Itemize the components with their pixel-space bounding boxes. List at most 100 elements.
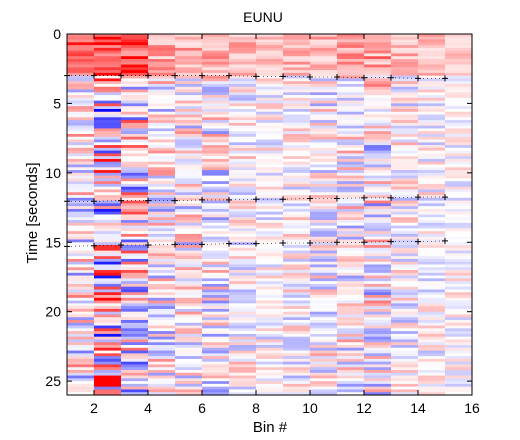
heatmap-cell xyxy=(445,358,473,363)
heatmap-cell xyxy=(175,64,203,68)
y-axis-label: Time [seconds] xyxy=(24,162,41,263)
heatmap-cell xyxy=(67,175,95,179)
heatmap-cell xyxy=(148,153,176,157)
heatmap-cell xyxy=(175,214,203,218)
heatmap-cell xyxy=(202,81,230,85)
heatmap-cell xyxy=(202,353,230,357)
heatmap-cell xyxy=(364,220,392,224)
heatmap-cell xyxy=(337,295,365,299)
heatmap-cell xyxy=(283,95,311,99)
heatmap-cell xyxy=(175,181,203,185)
heatmap-cell xyxy=(364,147,392,152)
heatmap-cell xyxy=(310,156,338,160)
heatmap-cell xyxy=(67,311,95,316)
heatmap-cell xyxy=(445,261,473,266)
heatmap-cell xyxy=(94,214,122,218)
heatmap-cell xyxy=(310,358,338,363)
heatmap-cell xyxy=(337,158,365,163)
heatmap-cell xyxy=(202,131,230,135)
heatmap-cell xyxy=(175,233,203,238)
heatmap-cell xyxy=(202,150,230,155)
heatmap-cell xyxy=(418,245,446,249)
heatmap-cell xyxy=(148,72,176,77)
heatmap-cell xyxy=(283,211,311,216)
heatmap-cell xyxy=(391,358,419,363)
heatmap-cell xyxy=(364,336,392,341)
heatmap-cell xyxy=(418,192,446,196)
heatmap-cell xyxy=(418,242,446,246)
heatmap-cell xyxy=(418,317,446,321)
heatmap-cell xyxy=(148,306,176,310)
heatmap-cell xyxy=(121,278,149,282)
heatmap-cell xyxy=(229,197,257,202)
heatmap-cell xyxy=(67,233,95,238)
heatmap-cell xyxy=(202,208,230,213)
heatmap-cell xyxy=(256,292,284,296)
heatmap-cell xyxy=(148,178,176,182)
heatmap-cell xyxy=(175,322,203,327)
heatmap-cell xyxy=(283,270,311,274)
heatmap-cell xyxy=(364,292,392,296)
heatmap-cell xyxy=(67,158,95,163)
heatmap-cell xyxy=(229,278,257,282)
heatmap-cell xyxy=(337,161,365,166)
heatmap-cell xyxy=(121,317,149,321)
heatmap-cell xyxy=(121,136,149,141)
heatmap-cell xyxy=(310,311,338,316)
heatmap-cell xyxy=(337,275,365,279)
heatmap-cell xyxy=(310,242,338,246)
heatmap-cell xyxy=(148,181,176,185)
heatmap-cell xyxy=(202,303,230,307)
marker-point xyxy=(307,74,313,81)
heatmap-cell xyxy=(418,156,446,160)
heatmap-cell xyxy=(202,336,230,341)
heatmap-cell xyxy=(445,108,473,113)
heatmap-cell xyxy=(283,289,311,293)
heatmap-cell xyxy=(67,72,95,77)
heatmap-cell xyxy=(148,342,176,346)
heatmap-cell xyxy=(283,150,311,155)
heatmap-cell xyxy=(364,236,392,241)
heatmap-cell xyxy=(391,256,419,260)
heatmap-cell xyxy=(337,378,365,382)
heatmap-cell xyxy=(148,333,176,338)
heatmap-cell xyxy=(175,314,203,318)
heatmap-cell xyxy=(229,50,257,55)
heatmap-cell xyxy=(310,195,338,199)
heatmap-cell xyxy=(337,258,365,263)
heatmap-cell xyxy=(148,267,176,271)
heatmap-cell xyxy=(283,242,311,246)
heatmap-cell xyxy=(418,161,446,166)
heatmap-cell xyxy=(94,333,122,338)
heatmap-cell xyxy=(121,258,149,263)
heatmap-cell xyxy=(364,100,392,105)
heatmap-cell xyxy=(256,225,284,229)
heatmap-cell xyxy=(121,92,149,96)
heatmap-cell xyxy=(445,120,473,124)
heatmap-cell xyxy=(121,70,149,74)
heatmap-cell xyxy=(229,295,257,299)
heatmap-cell xyxy=(229,131,257,135)
heatmap-cell xyxy=(310,95,338,99)
heatmap-cell xyxy=(175,42,203,46)
heatmap-cell xyxy=(148,253,176,257)
heatmap-cell xyxy=(202,217,230,221)
heatmap-cell xyxy=(445,339,473,343)
heatmap-cell xyxy=(202,125,230,130)
heatmap-cell xyxy=(94,383,122,388)
heatmap-cell xyxy=(256,161,284,166)
heatmap-cell xyxy=(256,200,284,204)
heatmap-cell xyxy=(283,103,311,107)
heatmap-cell xyxy=(364,95,392,99)
heatmap-cell xyxy=(310,83,338,88)
heatmap-cell xyxy=(283,189,311,193)
heatmap-cell xyxy=(67,247,95,252)
heatmap-cell xyxy=(256,197,284,202)
heatmap-cell xyxy=(229,233,257,238)
heatmap-cell xyxy=(445,289,473,293)
heatmap-cell xyxy=(310,317,338,321)
heatmap-cell xyxy=(283,47,311,52)
heatmap-cell xyxy=(202,389,230,393)
heatmap-cell xyxy=(67,289,95,293)
